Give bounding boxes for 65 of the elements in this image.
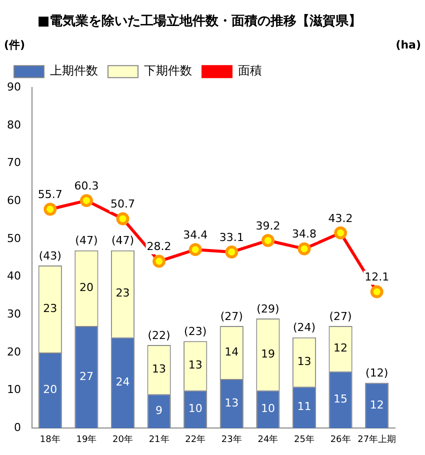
total-label: (23) [184, 325, 207, 338]
data-label: 13 [297, 354, 312, 368]
x-tick-label: 21年 [148, 434, 170, 445]
data-label: 43.2 [328, 212, 353, 225]
y-tick-label: 20 [6, 345, 21, 358]
x-tick-label: 18年 [40, 434, 60, 445]
data-label: 34.8 [292, 228, 316, 241]
legend-label: 面積 [238, 64, 262, 78]
y2-axis-title: (ha) [396, 38, 421, 52]
data-label: 60.3 [74, 179, 99, 192]
data-label: 23 [43, 302, 58, 315]
data-label: 12 [334, 342, 348, 355]
total-label: (43) [38, 249, 62, 262]
x-tick-label: 25年 [294, 434, 314, 445]
y-tick-label: 70 [6, 156, 21, 170]
data-label: 39.2 [256, 219, 280, 232]
data-label: 55.7 [38, 188, 62, 202]
y-tick-label: 60 [6, 194, 21, 207]
y-tick-label: 90 [6, 80, 21, 94]
data-label: 9 [156, 404, 163, 418]
total-label: (24) [292, 321, 316, 334]
x-tick-label: 24年 [258, 434, 278, 445]
total-label: (47) [75, 234, 98, 248]
data-label: 27 [79, 370, 94, 383]
data-label: 24 [116, 376, 130, 389]
data-label: 13 [224, 396, 239, 410]
data-label: 15 [334, 392, 348, 406]
data-label: 20 [43, 383, 58, 396]
legend-label: 上期件数 [50, 64, 98, 78]
total-label: (22) [148, 328, 170, 342]
x-tick-label: 27年上期 [358, 434, 396, 445]
data-label: 12.1 [364, 270, 390, 284]
data-label: 50.7 [110, 198, 135, 211]
data-label: 13 [152, 362, 166, 376]
x-tick-label: 19年 [76, 434, 97, 445]
y-tick-label: 10 [6, 383, 21, 396]
legend-label: 下期件数 [144, 64, 192, 78]
data-label: 11 [297, 400, 312, 414]
y-axis-title: (件) [4, 38, 26, 52]
data-label: 13 [188, 358, 202, 372]
data-label: 23 [116, 286, 130, 300]
total-label: (27) [220, 310, 243, 323]
data-label: 20 [79, 281, 94, 294]
total-label: (27) [329, 310, 352, 323]
y-tick-label: 80 [6, 118, 21, 132]
total-label: (12) [366, 366, 388, 380]
total-label: (47) [111, 234, 134, 248]
data-label: 34.4 [183, 228, 208, 242]
y-tick-label: 50 [6, 232, 21, 245]
x-tick-label: 23年 [221, 434, 242, 445]
x-tick-label: 26年 [330, 434, 351, 445]
y-tick-label: 40 [6, 270, 21, 283]
x-tick-label: 22年 [185, 434, 206, 445]
data-label: 14 [224, 345, 239, 358]
chart-title: ■電気業を除いた工場立地件数・面積の推移【滋賀県】 [37, 13, 362, 30]
data-label: 10 [188, 402, 202, 416]
x-tick-label: 20年 [112, 434, 133, 445]
y-tick-label: 30 [6, 308, 21, 321]
data-label: 12 [370, 398, 384, 412]
data-label: 28.2 [146, 240, 172, 254]
data-label: 19 [260, 347, 275, 360]
y-tick-label: 0 [14, 421, 21, 434]
data-label: 33.1 [219, 230, 244, 244]
data-label: 10 [260, 402, 275, 416]
total-label: (29) [256, 302, 280, 316]
